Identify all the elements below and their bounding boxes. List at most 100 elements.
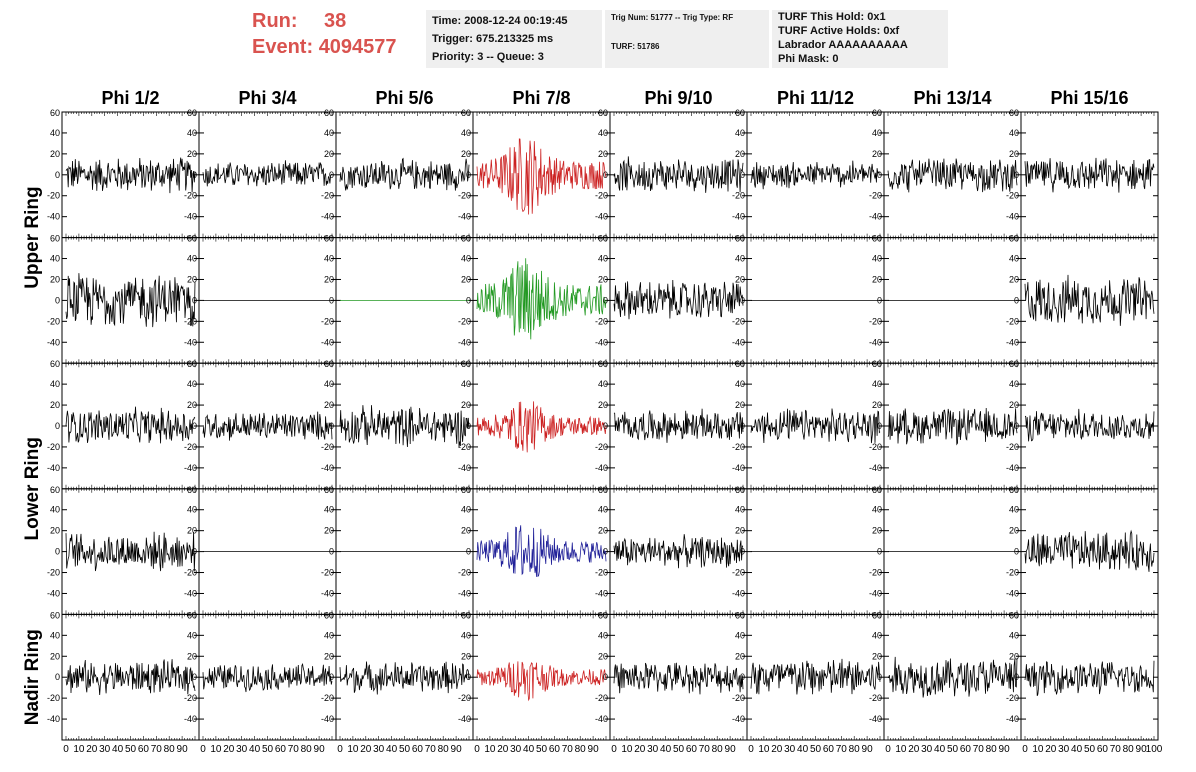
- x-tick-label: 0: [63, 744, 69, 755]
- y-tick-label: 40: [735, 630, 745, 640]
- panel-frame: [61, 613, 200, 741]
- y-tick-label: 0: [740, 672, 745, 682]
- y-tick-label: 20: [324, 651, 334, 661]
- y-tick-label: 20: [872, 400, 882, 410]
- x-tick-label: 30: [373, 744, 385, 755]
- x-tick-label: 90: [862, 744, 874, 755]
- x-tick-label: 60: [412, 744, 424, 755]
- y-tick-label: -20: [1006, 442, 1019, 452]
- x-tick-label: 70: [425, 744, 437, 755]
- run-value: 38: [324, 10, 347, 32]
- y-tick-label: -20: [732, 316, 745, 326]
- x-tick-label: 80: [1123, 744, 1135, 755]
- x-tick-label: 0: [337, 744, 343, 755]
- y-tick-label: -20: [595, 693, 608, 703]
- y-tick-label: 20: [50, 526, 60, 536]
- waveform-line: [750, 160, 881, 190]
- x-tick-label: 0: [611, 744, 617, 755]
- x-tick-label: 80: [438, 744, 450, 755]
- x-tick-label: 20: [771, 744, 783, 755]
- y-tick-label: 0: [192, 672, 197, 682]
- y-tick-label: -20: [184, 693, 197, 703]
- x-tick-label: 90: [177, 744, 189, 755]
- y-tick-label: 0: [329, 672, 334, 682]
- y-tick-label: 0: [329, 421, 334, 431]
- y-tick-label: 20: [598, 651, 608, 661]
- y-tick-label: 60: [50, 234, 60, 244]
- y-tick-label: 20: [872, 651, 882, 661]
- y-tick-label: 40: [324, 128, 334, 138]
- x-tick-label: 40: [249, 744, 261, 755]
- y-tick-label: 20: [324, 526, 334, 536]
- y-tick-label: 0: [740, 421, 745, 431]
- y-tick-label: -20: [458, 191, 471, 201]
- y-tick-label: 20: [872, 149, 882, 159]
- x-tick-label: 30: [99, 744, 111, 755]
- y-tick-label: -20: [458, 568, 471, 578]
- y-tick-label: 60: [735, 108, 745, 118]
- y-tick-label: 20: [50, 149, 60, 159]
- y-tick-label: 60: [50, 359, 60, 369]
- y-tick-label: -40: [321, 463, 334, 473]
- y-tick-label: 40: [1009, 505, 1019, 515]
- waveform-line: [65, 157, 196, 194]
- y-tick-label: 20: [461, 400, 471, 410]
- x-tick-label: 90: [451, 744, 463, 755]
- waveform-line: [476, 525, 607, 578]
- y-tick-label: 40: [324, 254, 334, 264]
- y-tick-label: 60: [187, 485, 197, 495]
- y-tick-label: 40: [1009, 128, 1019, 138]
- waveform-line: [65, 273, 196, 328]
- y-tick-label: 40: [50, 254, 60, 264]
- run-event-block: Run: 38 Event: 4094577: [252, 8, 397, 60]
- waveform-line: [1024, 157, 1155, 193]
- x-tick-label: 40: [797, 744, 809, 755]
- x-tick-label: 40: [386, 744, 398, 755]
- y-tick-label: 60: [1009, 108, 1019, 118]
- y-tick-label: -40: [47, 463, 60, 473]
- waveform-line: [887, 407, 1018, 446]
- y-tick-label: -20: [732, 693, 745, 703]
- x-tick-label: 70: [699, 744, 711, 755]
- y-tick-label: 40: [50, 379, 60, 389]
- y-tick-label: 60: [50, 108, 60, 118]
- x-tick-label: 50: [536, 744, 548, 755]
- y-tick-label: 20: [598, 526, 608, 536]
- event-label: Event:: [252, 36, 314, 58]
- y-tick-label: -40: [595, 714, 608, 724]
- y-tick-label: -40: [458, 463, 471, 473]
- labrador-text: Labrador AAAAAAAAAA: [778, 39, 908, 51]
- y-tick-label: 20: [872, 526, 882, 536]
- y-tick-label: -20: [458, 442, 471, 452]
- x-tick-label: 50: [125, 744, 137, 755]
- panel-frame: [609, 237, 748, 364]
- y-tick-label: -40: [184, 337, 197, 347]
- y-tick-label: 0: [740, 547, 745, 557]
- x-tick-label: 70: [288, 744, 300, 755]
- y-tick-label: 40: [598, 128, 608, 138]
- y-tick-label: 20: [735, 526, 745, 536]
- y-tick-label: -20: [184, 568, 197, 578]
- x-tick-label: 60: [549, 744, 561, 755]
- y-tick-label: 60: [324, 610, 334, 620]
- x-tick-label: 30: [647, 744, 659, 755]
- y-tick-label: 40: [735, 254, 745, 264]
- y-tick-label: -20: [184, 316, 197, 326]
- y-tick-label: -40: [1006, 714, 1019, 724]
- y-tick-label: -40: [1006, 337, 1019, 347]
- y-tick-label: 40: [50, 630, 60, 640]
- y-tick-label: -40: [47, 714, 60, 724]
- y-tick-label: 60: [872, 359, 882, 369]
- y-tick-label: 60: [187, 359, 197, 369]
- waveform-line: [613, 408, 744, 443]
- x-tick-label: 50: [673, 744, 685, 755]
- y-tick-label: 0: [603, 421, 608, 431]
- waveform-line: [887, 158, 1018, 193]
- x-tick-label: 70: [1110, 744, 1122, 755]
- y-tick-label: 60: [872, 485, 882, 495]
- y-tick-label: 60: [598, 234, 608, 244]
- y-tick-label: 40: [598, 254, 608, 264]
- y-tick-label: 0: [55, 421, 60, 431]
- y-tick-label: 20: [187, 400, 197, 410]
- x-tick-label: 10: [758, 744, 770, 755]
